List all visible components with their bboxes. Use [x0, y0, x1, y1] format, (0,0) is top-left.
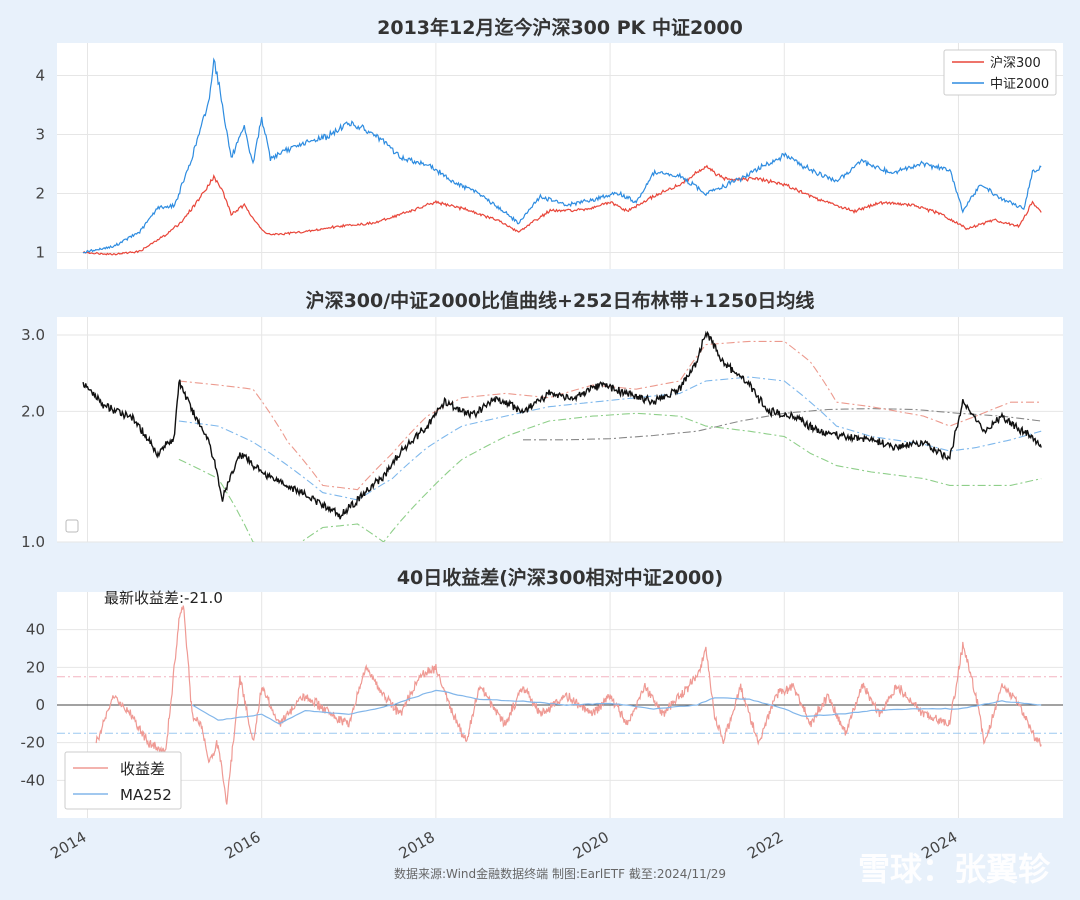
bollinger-lower-line — [178, 412, 1042, 542]
panel1-plot-area — [57, 43, 1063, 269]
y-tick-label: 3.0 — [21, 326, 45, 344]
y-tick-label: 1 — [35, 243, 45, 261]
panel1-series — [82, 57, 1042, 256]
ratio-line — [82, 330, 1042, 520]
y-tick-label: 3 — [35, 125, 45, 143]
series-hs300-line — [82, 164, 1042, 256]
panel3-series — [95, 605, 1042, 805]
x-tick-label: 2016 — [222, 828, 264, 863]
panel1-title: 2013年12月迄今沪深300 PK 中证2000 — [377, 16, 743, 39]
y-tick-label: -20 — [21, 734, 46, 752]
panel2-yticks: 1.0 2.0 3.0 — [21, 326, 45, 551]
y-tick-label: 2.0 — [21, 402, 45, 420]
y-tick-label: 40 — [26, 621, 45, 639]
series-zz2000-line — [82, 57, 1042, 254]
panel2-empty-legend — [65, 519, 79, 533]
panel3-legend: 收益差 MA252 — [64, 751, 182, 810]
series-diff-line — [95, 605, 1042, 805]
y-tick-label: 4 — [35, 66, 45, 84]
y-tick-label: 20 — [26, 658, 45, 676]
panel2-plot-area — [57, 317, 1063, 542]
bollinger-mid-line — [178, 376, 1042, 501]
bollinger-upper-line — [178, 340, 1042, 491]
panel3-yticks: -40 -20 0 20 40 — [21, 621, 46, 790]
x-tick-label: 2020 — [570, 828, 612, 863]
panel2-title: 沪深300/中证2000比值曲线+252日布林带+1250日均线 — [306, 289, 815, 312]
footer-source: 数据来源:Wind金融数据终端 制图:EarlETF 截至:2024/11/29 — [394, 866, 726, 881]
x-tick-label: 2014 — [47, 828, 89, 863]
panel3-title: 40日收益差(沪深300相对中证2000) — [397, 566, 723, 589]
panel1-yticks: 1 2 3 4 — [35, 66, 45, 261]
legend-hs300-label: 沪深300 — [990, 55, 1041, 71]
legend-zz2000-label: 中证2000 — [990, 77, 1049, 92]
x-axis-ticks: 2014 2016 2018 2020 2022 2024 — [47, 828, 960, 863]
y-tick-label: 0 — [35, 696, 45, 714]
x-tick-label: 2022 — [744, 828, 786, 863]
series-ma252-line — [191, 689, 1042, 725]
y-tick-label: 1.0 — [21, 533, 45, 551]
ma1250-line — [523, 408, 1042, 441]
y-tick-label: 2 — [35, 184, 45, 202]
y-tick-label: -40 — [21, 771, 46, 789]
latest-diff-annotation: 最新收益差:-21.0 — [104, 589, 223, 607]
legend-diff-label: 收益差 — [120, 760, 165, 778]
watermark: 雪球：张翼轸 — [858, 850, 1051, 888]
panel1-legend: 沪深300 中证2000 — [943, 49, 1057, 96]
panel2-series — [82, 330, 1042, 542]
legend-ma252-label: MA252 — [120, 786, 172, 804]
panel1-gridlines — [57, 43, 1063, 269]
x-tick-label: 2018 — [396, 828, 438, 863]
